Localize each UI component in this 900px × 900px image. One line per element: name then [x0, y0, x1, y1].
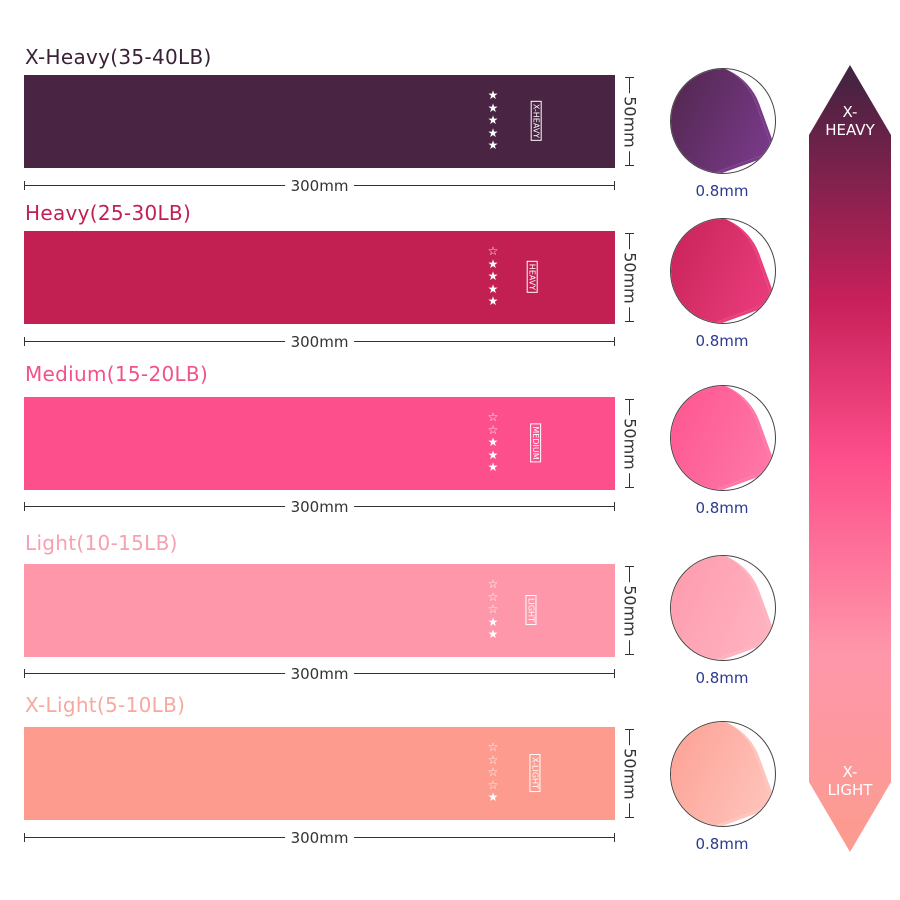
star-filled-icon: ★	[487, 269, 499, 283]
star-empty-icon: ☆	[487, 602, 499, 616]
star-filled-icon: ★	[487, 460, 499, 474]
band-tag: ★ ★ ☆ ☆ ☆ LIGHT	[486, 578, 546, 642]
width-dimension: 300mm	[24, 498, 615, 516]
band-closeup-image	[670, 218, 776, 324]
level-label: MEDIUM	[530, 423, 542, 463]
star-filled-icon: ★	[487, 435, 499, 449]
width-dimension: 300mm	[24, 333, 615, 351]
thickness-label: 0.8mm	[695, 332, 749, 350]
width-dimension: 300mm	[24, 665, 615, 683]
star-empty-icon: ☆	[487, 765, 499, 779]
thickness-label: 0.8mm	[695, 669, 749, 687]
resistance-band: ★ ★ ★ ☆ ☆ MEDIUM	[24, 397, 615, 490]
resistance-band: ★ ★ ★ ★ ☆ HEAVY	[24, 231, 615, 324]
band-tag: ★ ☆ ☆ ☆ ☆ X-LIGHT	[486, 741, 546, 805]
band-closeup-image	[670, 721, 776, 827]
resistance-band: ★ ★ ☆ ☆ ☆ LIGHT	[24, 564, 615, 657]
star-filled-icon: ★	[487, 627, 499, 641]
scale-top-label: X- HEAVY	[825, 103, 875, 139]
band-closeup-image	[670, 555, 776, 661]
thickness-label: 0.8mm	[695, 835, 749, 853]
star-filled-icon: ★	[487, 256, 499, 271]
height-dimension: 50mm	[620, 75, 640, 168]
star-filled-icon: ★	[487, 447, 499, 462]
band-title: Light(10-15LB)	[25, 531, 178, 555]
scale-bottom-label: X- LIGHT	[827, 763, 873, 799]
star-filled-icon: ★	[487, 138, 499, 152]
band-tag: ★ ★ ★ ☆ ☆ MEDIUM	[486, 411, 546, 475]
height-dimension: 50mm	[620, 727, 640, 820]
level-label: HEAVY	[526, 260, 538, 294]
star-rating: ★ ☆ ☆ ☆ ☆	[486, 741, 500, 804]
star-empty-icon: ☆	[487, 589, 499, 604]
star-filled-icon: ★	[487, 614, 499, 629]
band-title: X-Heavy(35-40LB)	[25, 45, 212, 69]
star-empty-icon: ☆	[487, 777, 499, 792]
thickness-label: 0.8mm	[695, 182, 749, 200]
star-empty-icon: ☆	[487, 740, 499, 754]
resistance-band: ★ ☆ ☆ ☆ ☆ X-LIGHT	[24, 727, 615, 820]
star-empty-icon: ☆	[487, 577, 499, 591]
height-dimension: 50mm	[620, 231, 640, 324]
level-label: LIGHT	[525, 595, 537, 625]
height-dimension: 50mm	[620, 564, 640, 657]
star-rating: ★ ★ ☆ ☆ ☆	[486, 578, 500, 641]
star-filled-icon: ★	[487, 100, 499, 115]
width-dimension: 300mm	[24, 829, 615, 847]
level-label: X-HEAVY	[530, 100, 542, 142]
star-empty-icon: ☆	[487, 752, 499, 767]
star-rating: ★ ★ ★ ☆ ☆	[486, 411, 500, 474]
level-label: X-LIGHT	[529, 754, 541, 792]
star-filled-icon: ★	[487, 790, 499, 804]
band-closeup-image	[670, 68, 776, 174]
width-dimension: 300mm	[24, 177, 615, 195]
resistance-band: ★ ★ ★ ★ ★ X-HEAVY	[24, 75, 615, 168]
star-filled-icon: ★	[487, 88, 499, 102]
band-title: Heavy(25-30LB)	[25, 201, 192, 225]
star-filled-icon: ★	[487, 294, 499, 308]
band-title: Medium(15-20LB)	[25, 362, 209, 386]
star-filled-icon: ★	[487, 281, 499, 296]
star-rating: ★ ★ ★ ★ ☆	[486, 245, 500, 308]
star-empty-icon: ☆	[487, 422, 499, 437]
star-empty-icon: ☆	[487, 244, 499, 258]
star-rating: ★ ★ ★ ★ ★	[486, 89, 500, 152]
star-filled-icon: ★	[487, 113, 499, 127]
resistance-scale-arrow: X- HEAVY X- LIGHT	[809, 65, 891, 852]
star-empty-icon: ☆	[487, 410, 499, 424]
band-tag: ★ ★ ★ ★ ★ X-HEAVY	[486, 89, 546, 153]
band-title: X-Light(5-10LB)	[25, 693, 186, 717]
band-closeup-image	[670, 385, 776, 491]
height-dimension: 50mm	[620, 397, 640, 490]
star-filled-icon: ★	[487, 125, 499, 140]
thickness-label: 0.8mm	[695, 499, 749, 517]
band-tag: ★ ★ ★ ★ ☆ HEAVY	[486, 245, 546, 309]
